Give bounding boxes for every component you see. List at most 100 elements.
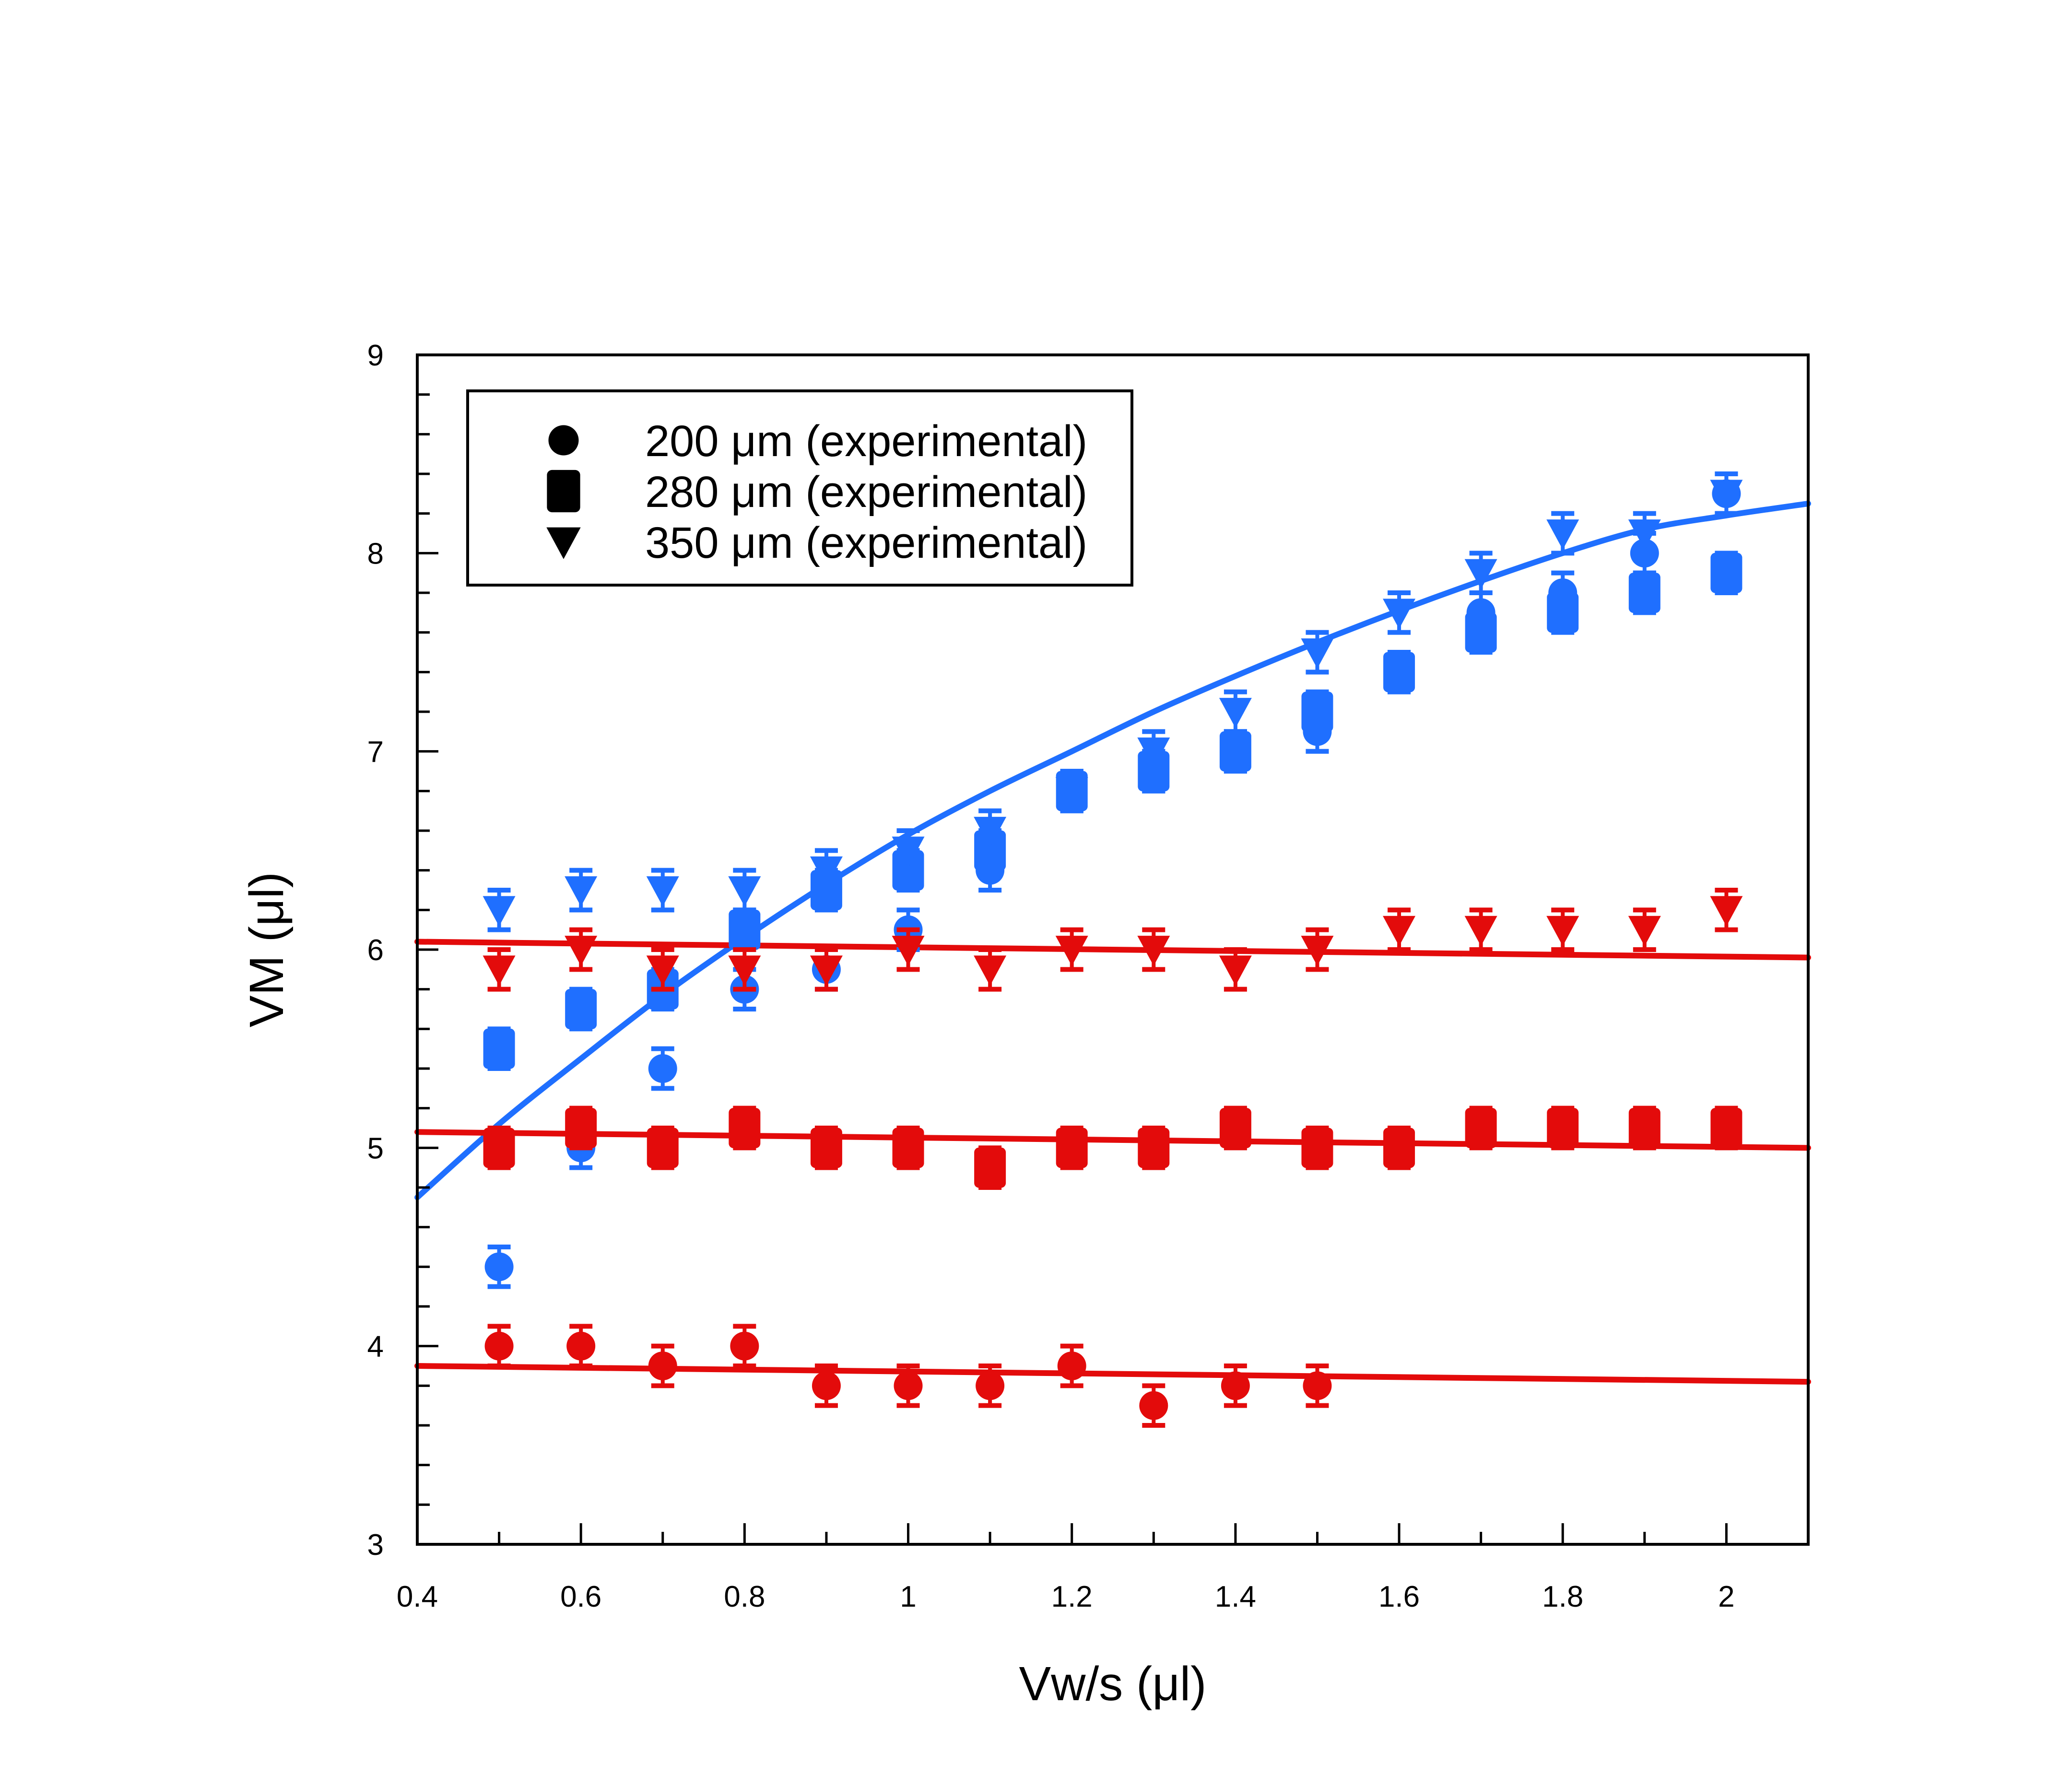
data-point — [1383, 916, 1416, 946]
data-point — [1628, 916, 1661, 946]
data-point — [1546, 916, 1579, 946]
data-point — [1301, 638, 1334, 669]
series-4 — [483, 1105, 1742, 1190]
data-point — [566, 1331, 596, 1361]
data-point — [1219, 698, 1252, 728]
data-point — [1219, 955, 1252, 986]
data-point — [1221, 1371, 1250, 1400]
y-tick-label: 7 — [367, 736, 384, 769]
legend-label-280um: 280 μm (experimental) — [645, 468, 1087, 517]
x-tick-label: 1.8 — [1542, 1580, 1583, 1613]
x-tick-label: 1.2 — [1051, 1580, 1093, 1613]
data-point — [565, 876, 598, 906]
data-point — [648, 1352, 677, 1380]
data-point — [729, 909, 761, 950]
data-point — [1219, 1108, 1251, 1148]
data-markers — [483, 471, 1743, 1428]
data-point — [1137, 737, 1170, 768]
data-point — [483, 896, 516, 927]
x-tick-label: 1 — [900, 1580, 916, 1613]
y-tick-label: 5 — [367, 1132, 384, 1165]
y-tick-label: 9 — [367, 339, 384, 372]
data-point — [812, 1371, 841, 1400]
data-point — [810, 1128, 842, 1168]
x-tick-label: 0.8 — [724, 1580, 765, 1613]
x-tick-label: 1.6 — [1378, 1580, 1420, 1613]
fit-lines — [414, 501, 1811, 1385]
fit-line-3 — [414, 1363, 1811, 1385]
axis-ticks — [416, 353, 1810, 1546]
x-tick-label: 2 — [1718, 1580, 1734, 1613]
data-point — [810, 856, 843, 887]
series-5 — [483, 888, 1743, 992]
data-point — [1710, 480, 1743, 510]
data-point — [646, 876, 679, 906]
data-point — [565, 936, 598, 966]
data-point — [1628, 573, 1660, 613]
data-point — [728, 876, 761, 906]
legend-label-350um: 350 μm (experimental) — [645, 518, 1087, 567]
data-point — [1055, 777, 1088, 808]
data-point — [730, 1331, 759, 1361]
fit-line-0 — [414, 501, 1811, 1200]
y-axis-label: VM (μl) — [240, 872, 294, 1027]
legend-marker-square — [547, 470, 580, 513]
data-point — [729, 1108, 761, 1148]
y-tick-label: 8 — [367, 537, 384, 570]
data-point — [892, 1128, 924, 1168]
data-point — [1383, 1128, 1415, 1168]
data-point — [1547, 592, 1579, 633]
series-2 — [483, 471, 1743, 932]
data-point — [1055, 936, 1088, 966]
data-point — [1138, 1128, 1170, 1168]
data-point — [1464, 559, 1497, 589]
x-axis-label: Vw/s (μl) — [1019, 1657, 1207, 1711]
data-point — [1547, 1108, 1579, 1148]
data-point — [1628, 519, 1661, 550]
data-point — [1465, 1108, 1497, 1148]
data-point — [646, 955, 679, 986]
data-point — [1383, 652, 1415, 693]
x-tick-label: 0.4 — [397, 1580, 438, 1613]
data-point — [483, 955, 516, 986]
y-tick-label: 3 — [367, 1528, 384, 1562]
data-point — [1383, 599, 1416, 629]
data-point — [1628, 1108, 1660, 1148]
data-point — [483, 1128, 515, 1168]
data-point — [1301, 692, 1333, 732]
data-point — [1710, 896, 1743, 927]
data-point — [484, 1252, 514, 1281]
legend-marker-circle — [548, 425, 579, 456]
series-1 — [483, 551, 1742, 1071]
fit-line-1 — [414, 939, 1811, 961]
data-point — [974, 817, 1007, 847]
data-point — [976, 1371, 1005, 1400]
legend-markers — [546, 425, 581, 559]
data-point — [1303, 1371, 1332, 1400]
data-point — [892, 936, 925, 966]
data-point — [1710, 552, 1742, 593]
data-point — [647, 1128, 679, 1168]
data-point — [565, 989, 597, 1029]
y-tick-label: 4 — [367, 1330, 384, 1364]
data-point — [728, 955, 761, 986]
data-point — [1139, 1391, 1168, 1420]
data-point — [1464, 916, 1497, 946]
data-point — [810, 955, 843, 986]
data-point — [1057, 1352, 1086, 1380]
data-point — [1465, 612, 1497, 653]
data-point — [648, 1054, 677, 1083]
data-point — [974, 955, 1007, 986]
data-point — [484, 1331, 514, 1361]
data-point — [1546, 519, 1579, 550]
data-point — [565, 1108, 597, 1148]
data-point — [1056, 1128, 1088, 1168]
fit-line-2 — [414, 1129, 1811, 1151]
data-point — [1137, 936, 1170, 966]
legend-label-200um: 200 μm (experimental) — [645, 417, 1087, 466]
axis-tick-labels: 0.4 0.6 0.8 1 1.2 1.4 1.6 1.8 2 3 4 5 6 7 8 9 — [367, 339, 1735, 1613]
data-point — [894, 1371, 923, 1400]
x-tick-label: 0.6 — [560, 1580, 601, 1613]
